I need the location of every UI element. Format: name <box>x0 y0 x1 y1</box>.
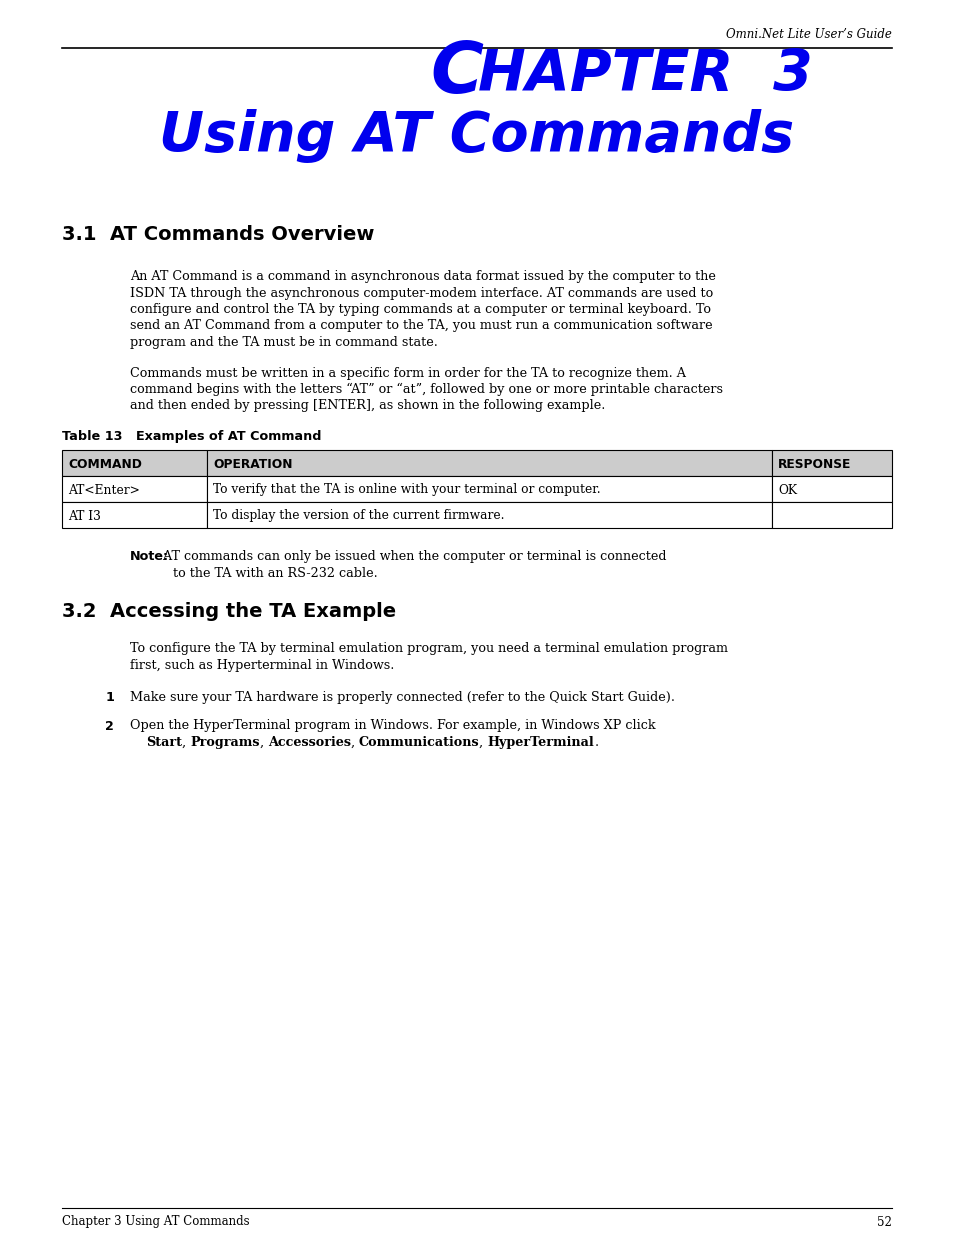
Bar <box>771 450 891 475</box>
Text: 52: 52 <box>876 1215 891 1229</box>
Text: Programs: Programs <box>190 736 259 748</box>
Text: ISDN TA through the asynchronous computer-modem interface. AT commands are used : ISDN TA through the asynchronous compute… <box>130 287 713 300</box>
Text: ,: , <box>351 736 358 748</box>
Text: 3.1  AT Commands Overview: 3.1 AT Commands Overview <box>62 225 374 245</box>
Text: Note:: Note: <box>130 550 169 563</box>
Bar <box>62 450 207 475</box>
Bar <box>207 450 771 475</box>
Text: program and the TA must be in command state.: program and the TA must be in command st… <box>130 336 437 350</box>
Bar <box>207 501 771 529</box>
Text: COMMAND: COMMAND <box>68 457 142 471</box>
Text: Start: Start <box>146 736 182 748</box>
Text: 2: 2 <box>105 720 113 732</box>
Text: OPERATION: OPERATION <box>213 457 293 471</box>
Text: Chapter 3 Using AT Commands: Chapter 3 Using AT Commands <box>62 1215 250 1229</box>
Text: To configure the TA by terminal emulation program, you need a terminal emulation: To configure the TA by terminal emulatio… <box>130 642 727 655</box>
Text: C: C <box>430 40 482 107</box>
Text: RESPONSE: RESPONSE <box>778 457 850 471</box>
Text: OK: OK <box>778 483 796 496</box>
Text: AT commands can only be issued when the computer or terminal is connected: AT commands can only be issued when the … <box>159 550 666 563</box>
Text: Make sure your TA hardware is properly connected (refer to the Quick Start Guide: Make sure your TA hardware is properly c… <box>130 692 675 704</box>
Text: An AT Command is a command in asynchronous data format issued by the computer to: An AT Command is a command in asynchrono… <box>130 270 715 283</box>
Text: 3.2  Accessing the TA Example: 3.2 Accessing the TA Example <box>62 601 395 621</box>
Text: ,: , <box>182 736 190 748</box>
Text: To verify that the TA is online with your terminal or computer.: To verify that the TA is online with you… <box>213 483 600 496</box>
Text: to the TA with an RS-232 cable.: to the TA with an RS-232 cable. <box>172 567 377 580</box>
Text: AT<Enter>: AT<Enter> <box>68 483 140 496</box>
Text: configure and control the TA by typing commands at a computer or terminal keyboa: configure and control the TA by typing c… <box>130 303 710 316</box>
Text: send an AT Command from a computer to the TA, you must run a communication softw: send an AT Command from a computer to th… <box>130 320 712 332</box>
Text: Open the HyperTerminal program in Windows. For example, in Windows XP click: Open the HyperTerminal program in Window… <box>130 720 655 732</box>
Text: HAPTER  3: HAPTER 3 <box>477 48 812 103</box>
Bar <box>62 475 207 501</box>
Text: ,: , <box>479 736 487 748</box>
Bar <box>207 475 771 501</box>
Text: Table 13   Examples of AT Command: Table 13 Examples of AT Command <box>62 430 321 443</box>
Text: Omni.Net Lite User’s Guide: Omni.Net Lite User’s Guide <box>725 28 891 42</box>
Text: command begins with the letters “AT” or “at”, followed by one or more printable : command begins with the letters “AT” or … <box>130 383 722 396</box>
Text: HyperTerminal: HyperTerminal <box>487 736 594 748</box>
Text: ,: , <box>259 736 268 748</box>
Bar <box>62 501 207 529</box>
Text: Commands must be written in a specific form in order for the TA to recognize the: Commands must be written in a specific f… <box>130 367 685 379</box>
Bar <box>771 501 891 529</box>
Text: Communications: Communications <box>358 736 479 748</box>
Text: and then ended by pressing [ENTER], as shown in the following example.: and then ended by pressing [ENTER], as s… <box>130 399 605 412</box>
Text: AT I3: AT I3 <box>68 510 101 522</box>
Text: Using AT Commands: Using AT Commands <box>159 109 794 163</box>
Text: .: . <box>594 736 598 748</box>
Bar <box>771 475 891 501</box>
Text: 1: 1 <box>105 692 113 704</box>
Text: Accessories: Accessories <box>268 736 351 748</box>
Text: first, such as Hyperterminal in Windows.: first, such as Hyperterminal in Windows. <box>130 658 394 672</box>
Text: To display the version of the current firmware.: To display the version of the current fi… <box>213 510 504 522</box>
